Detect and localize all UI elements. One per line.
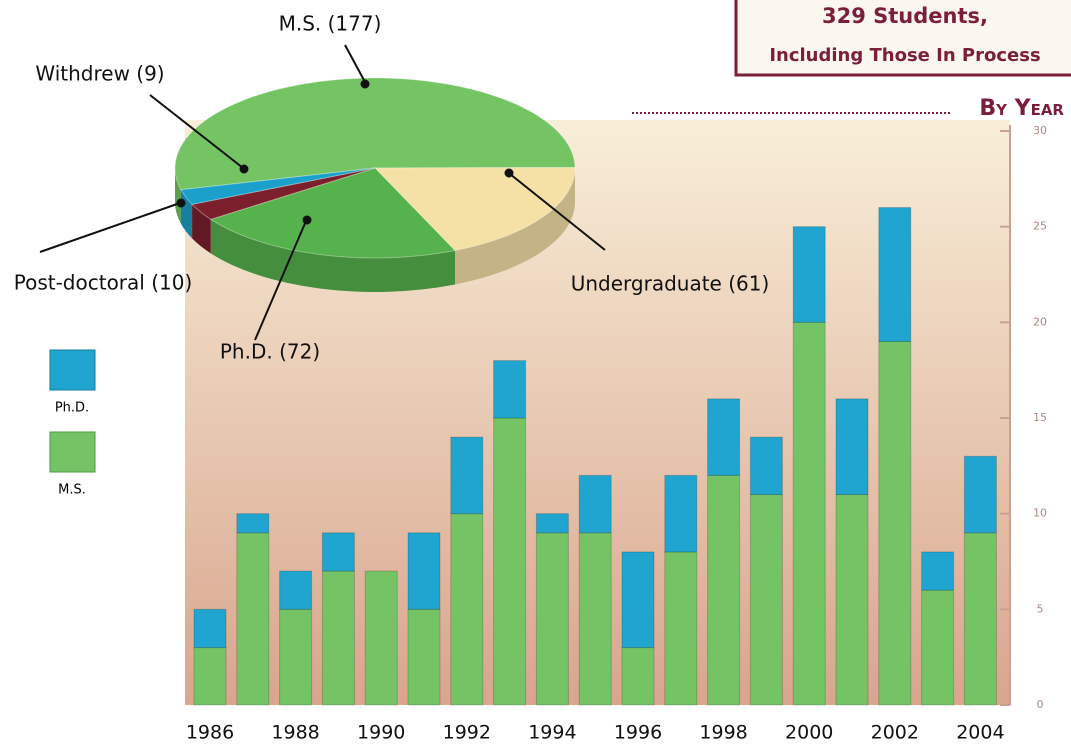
y-tick-label: 5 xyxy=(1037,602,1044,615)
x-tick-label: 2004 xyxy=(956,722,1004,744)
y-tick-label: 10 xyxy=(1033,507,1047,520)
slice-side xyxy=(210,219,455,292)
bars: 0 5 10 15 20 25 30 1986 1988 1990 1992 1994 1996 1998… xyxy=(186,124,1047,744)
bar-segment xyxy=(279,570,313,610)
slice-side xyxy=(175,168,181,224)
bar-segment xyxy=(236,513,270,534)
legend-label: Ph.D. xyxy=(55,401,89,416)
slice xyxy=(373,166,576,252)
bar-segment xyxy=(407,532,441,610)
x-tick-label: 1998 xyxy=(699,722,747,744)
bar-segment xyxy=(450,436,484,515)
bar-segment xyxy=(535,513,569,534)
slice xyxy=(209,167,456,259)
x-tick-label: 1994 xyxy=(528,722,576,744)
bar-segment xyxy=(407,608,441,706)
slice xyxy=(174,77,576,191)
bar-segment xyxy=(321,570,355,706)
bar-segment xyxy=(878,207,912,342)
bar-segment xyxy=(749,494,783,706)
bar-segment xyxy=(236,532,270,706)
y-tick-label: 20 xyxy=(1033,315,1047,328)
slice xyxy=(180,167,376,205)
leader-lines xyxy=(39,44,606,341)
bar-segment xyxy=(707,474,741,706)
x-tick-label: 1992 xyxy=(443,722,491,744)
pie-label: Ph.D. (72) xyxy=(220,340,320,364)
bar-segment xyxy=(364,570,398,706)
legend-label: M.S. xyxy=(58,483,86,498)
bar-segment xyxy=(621,551,655,649)
bar-segment xyxy=(193,608,227,649)
bar-segment xyxy=(450,513,484,706)
x-tick-label: 1996 xyxy=(614,722,662,744)
bar-segment xyxy=(792,226,826,323)
y-tick-label: 15 xyxy=(1033,411,1047,424)
bar-segment xyxy=(493,417,527,706)
x-tick-label: 1986 xyxy=(186,722,234,744)
bar-segment xyxy=(321,532,355,572)
y-tick-label: 0 xyxy=(1037,698,1044,711)
bar-segment xyxy=(621,647,655,706)
bar-segment xyxy=(835,398,869,496)
x-tick-label: 1988 xyxy=(271,722,319,744)
bar-segment xyxy=(963,532,997,706)
bar-segment xyxy=(707,398,741,476)
x-tick-label: 2002 xyxy=(871,722,919,744)
bar-segment xyxy=(921,551,955,591)
bar-segment xyxy=(963,455,997,534)
slice-side xyxy=(192,204,211,254)
pie-label: Withdrew (9) xyxy=(35,62,164,86)
heading: By Year xyxy=(979,96,1064,121)
bar-segment xyxy=(878,340,912,706)
x-tick-label: 1990 xyxy=(357,722,405,744)
slice xyxy=(191,167,376,220)
bar-segment xyxy=(193,647,227,706)
x-tick-label: 2000 xyxy=(785,722,833,744)
bar-segment xyxy=(493,360,527,419)
bar-segment xyxy=(578,474,612,534)
chart-title: 329 Students, xyxy=(822,4,988,28)
bar-segment xyxy=(578,532,612,706)
y-tick-label: 25 xyxy=(1033,220,1047,233)
y-tick-label: 30 xyxy=(1033,124,1047,137)
chart-subtitle: Including Those In Process xyxy=(769,45,1040,66)
pie xyxy=(174,77,576,292)
bar-segment xyxy=(664,474,698,553)
bar-segment xyxy=(792,321,826,706)
pie-label: Post-doctoral (10) xyxy=(14,271,193,295)
title-box xyxy=(734,0,1071,77)
bar-segment xyxy=(664,551,698,706)
pie-label: M.S. (177) xyxy=(279,12,382,36)
slice-side xyxy=(454,168,575,285)
bar-segment xyxy=(535,532,569,706)
bar-segment xyxy=(921,589,955,706)
bar-segment xyxy=(749,436,783,496)
bar-segment xyxy=(279,608,313,706)
legend-swatch xyxy=(49,431,96,473)
pie-label: Undergraduate (61) xyxy=(571,272,770,296)
legend-swatch xyxy=(49,349,96,391)
bar-segment xyxy=(835,494,869,706)
